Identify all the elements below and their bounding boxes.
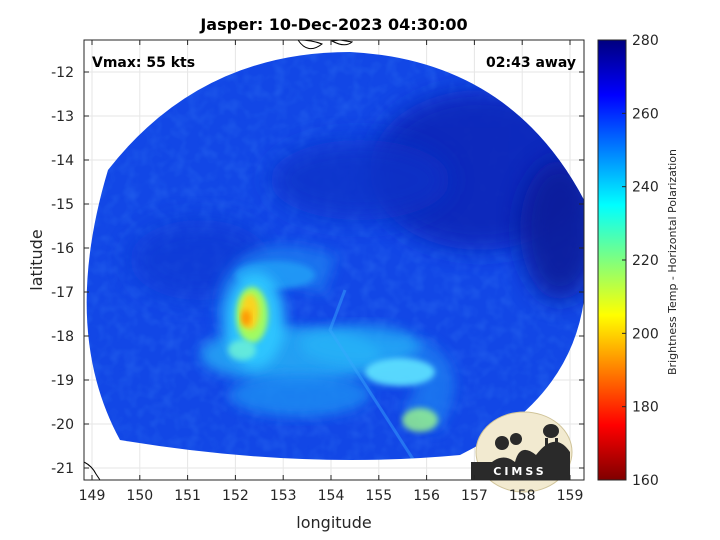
colorbar-tick-label: 180 (632, 400, 659, 416)
coastline (83, 39, 354, 481)
colorbar-ticks: 280 260 240 220 200 180 160 (622, 33, 659, 489)
chart-title: Jasper: 10-Dec-2023 04:30:00 (199, 15, 467, 34)
colorbar-tick-label: 220 (632, 253, 659, 269)
colorbar (597, 39, 627, 481)
colorbar-label: Brightness Temp - Horizontal Polarizatio… (666, 149, 679, 375)
y-tick-label: -13 (51, 109, 74, 125)
colorbar-tick-label: 240 (632, 180, 659, 196)
x-tick-label: 153 (270, 488, 297, 504)
x-tick-label: 150 (126, 488, 153, 504)
x-tick-label: 158 (509, 488, 536, 504)
x-tick-label: 157 (461, 488, 488, 504)
cimss-logo: CIMSS (471, 411, 573, 493)
x-tick-label: 152 (222, 488, 249, 504)
y-tick-label: -19 (51, 373, 74, 389)
x-tick-label: 159 (557, 488, 584, 504)
y-axis-label: latitude (27, 229, 46, 290)
colorbar-tick-label: 280 (632, 33, 659, 49)
colorbar-tick-label: 160 (632, 473, 659, 489)
colorbar-tick-label: 200 (632, 326, 659, 342)
logo-text: CIMSS (493, 465, 546, 478)
brightness-temp-swath (86, 52, 584, 460)
x-axis-ticks: 149 150 151 152 153 154 155 156 157 158 159 (79, 40, 584, 504)
x-tick-label: 155 (365, 488, 392, 504)
y-tick-label: -18 (51, 329, 74, 345)
colorbar-tick-label: 260 (632, 106, 659, 122)
x-tick-label: 151 (174, 488, 201, 504)
x-tick-label: 154 (318, 488, 345, 504)
x-axis-label: longitude (296, 513, 371, 532)
y-tick-label: -17 (51, 285, 74, 301)
y-tick-label: -20 (51, 417, 74, 433)
x-tick-label: 149 (79, 488, 106, 504)
axes-box (83, 39, 585, 481)
y-tick-label: -14 (51, 153, 74, 169)
y-tick-label: -15 (51, 197, 74, 213)
y-tick-label: -12 (51, 65, 74, 81)
y-tick-label: -16 (51, 241, 74, 257)
vmax-label: Vmax: 55 kts (92, 55, 195, 71)
y-tick-label: -21 (51, 461, 74, 477)
time-away-label: 02:43 away (486, 55, 576, 71)
x-tick-label: 156 (413, 488, 440, 504)
y-axis-ticks: -12 -13 -14 -15 -16 -17 -18 -19 -20 -21 (51, 65, 584, 477)
